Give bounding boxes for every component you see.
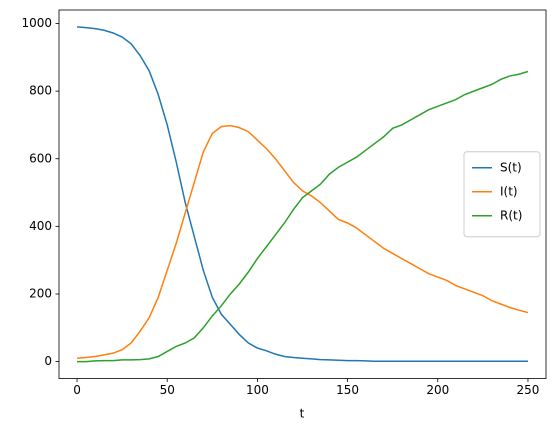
x-axis-label: t: [300, 407, 305, 421]
x-tick-label: 100: [246, 383, 269, 397]
y-tick-label: 200: [29, 286, 52, 300]
legend-label: I(t): [500, 184, 518, 198]
x-tick-label: 250: [517, 383, 540, 397]
series-line: [77, 70, 529, 363]
y-tick-label: 0: [44, 354, 52, 368]
y-tick-label: 1000: [21, 16, 52, 30]
plot-frame: [58, 9, 547, 379]
series-line: [76, 124, 529, 359]
x-tick-label: 150: [336, 383, 359, 397]
series-line: [76, 26, 528, 363]
y-tick-label: 400: [29, 219, 52, 233]
y-tick-label: 800: [29, 84, 52, 98]
x-tick-label: 50: [160, 383, 175, 397]
x-tick-label: 0: [73, 383, 81, 397]
y-tick-label: 600: [29, 151, 52, 165]
legend-label: R(t): [500, 208, 522, 222]
legend-label: S(t): [500, 160, 522, 174]
x-tick-label: 200: [426, 383, 449, 397]
